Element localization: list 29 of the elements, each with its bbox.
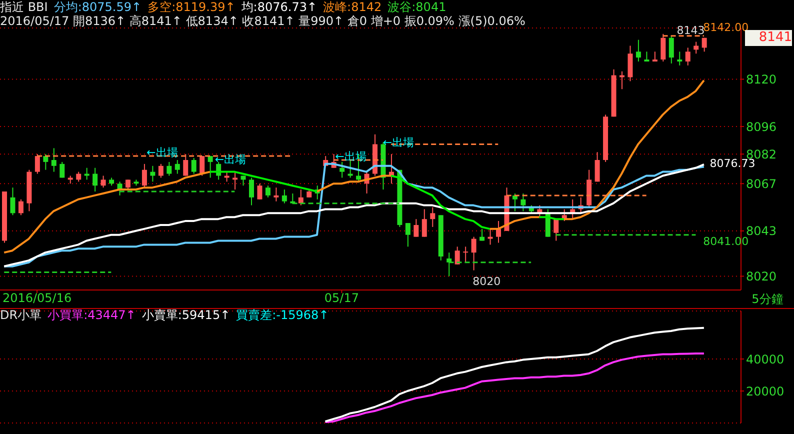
y-tick-label: 40000 [746,352,784,366]
y-tick-label: 8120 [746,72,777,86]
line-series [324,352,705,423]
text: 8141 [758,30,792,45]
chart-subtitle: 2016/05/17 開8136↑ 高8141↑ 低8134↑ 收8141↑ 量990↑ 倉0 增+0 振0.09% 漲(5)0.06% [0,14,526,28]
text: 均:8076.73↑ [241,0,318,14]
annotation: 買賣差:-15968↑ [236,308,329,322]
chart-title: 指近 BBI [0,0,48,14]
annotation: ←出場 [214,153,246,167]
chart-title: DR小單 [0,308,42,322]
x-tick-label: 2016/05/16 [2,291,72,305]
x-axis-title: 5分鐘 [750,291,784,307]
y-tick-label: 20000 [746,384,784,398]
annotation: 8143 [676,24,705,38]
x-tick-label: 05/17 [324,291,359,305]
annotation: 8020 [472,275,501,289]
text: 小賣單:59415↑ [142,308,230,322]
text: 小買單:43447↑ [48,308,136,322]
text: 多空:8119.39↑ [148,0,236,14]
annotation: 8142.00 [703,21,749,34]
text: 波谷:8041 [388,0,446,14]
line-series [324,326,705,422]
y-tick-label: 8043 [746,224,777,238]
text: 波峰:8142 [323,0,382,14]
y-tick-label: 8020 [746,269,777,284]
y-tick-label: 8096 [746,120,777,134]
text: 分均:8075.59↑ [54,0,142,14]
y-tick-label: 8067 [746,176,777,191]
annotation: ←出場 [146,146,178,160]
